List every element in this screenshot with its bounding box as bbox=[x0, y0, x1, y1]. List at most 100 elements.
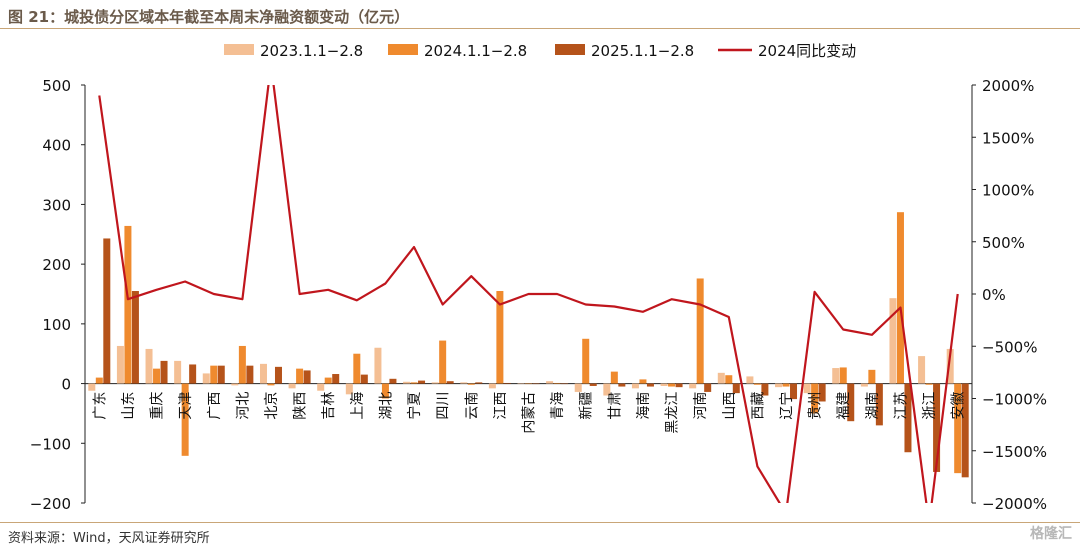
bar-2025 bbox=[790, 383, 798, 400]
bar-2023 bbox=[88, 383, 96, 391]
bar-2025 bbox=[589, 383, 597, 386]
bar-2025 bbox=[904, 383, 912, 453]
bar-2025 bbox=[503, 382, 511, 384]
bar-2025 bbox=[217, 365, 225, 384]
bar-2024 bbox=[181, 383, 189, 456]
bar-2023 bbox=[488, 383, 496, 389]
bar-2025 bbox=[961, 383, 969, 478]
yoy-series-line bbox=[98, 85, 959, 503]
chart-title: 图 21：城投债分区域本年截至本周末净融资额变动（亿元） bbox=[8, 8, 410, 26]
bar-2025 bbox=[389, 378, 397, 384]
bar-2025 bbox=[618, 383, 626, 387]
bar-2023 bbox=[946, 348, 954, 384]
category-label: 青海 bbox=[550, 392, 566, 420]
bar-2025 bbox=[732, 383, 740, 394]
bar-2023 bbox=[231, 383, 239, 386]
bar-2023 bbox=[803, 383, 811, 394]
bar-2025 bbox=[675, 383, 683, 388]
bar-2023 bbox=[317, 383, 325, 391]
y2-tick-label: 500% bbox=[982, 234, 1025, 252]
legend-label: 2024同比变动 bbox=[758, 42, 856, 60]
footer-divider bbox=[0, 522, 1080, 523]
bar-2025 bbox=[561, 383, 569, 385]
bar-2023 bbox=[374, 347, 382, 384]
bar-2024 bbox=[381, 383, 389, 399]
category-label: 江苏 bbox=[893, 392, 909, 420]
category-label: 云南 bbox=[464, 392, 480, 420]
category-label: 浙江 bbox=[922, 392, 938, 420]
category-label: 内蒙古 bbox=[522, 392, 538, 434]
bar-2023 bbox=[631, 383, 639, 389]
category-label: 陕西 bbox=[293, 392, 309, 420]
bar-2025 bbox=[246, 365, 254, 384]
bar-2023 bbox=[174, 360, 182, 384]
bar-2023 bbox=[517, 383, 525, 385]
bar-2024 bbox=[668, 383, 676, 387]
bar-2024 bbox=[410, 382, 418, 384]
source-note: 资料来源：Wind，天风证券研究所 bbox=[8, 531, 210, 546]
bar-2025 bbox=[189, 364, 197, 384]
category-label: 湖北 bbox=[378, 392, 394, 420]
bar-2024 bbox=[954, 383, 962, 474]
bar-2025 bbox=[818, 383, 826, 402]
y2-tick-label: 0% bbox=[982, 286, 1006, 304]
yoy-line bbox=[98, 85, 959, 503]
legend-label: 2024.1.1−2.8 bbox=[424, 42, 527, 60]
category-label: 海南 bbox=[636, 392, 652, 420]
legend: 2023.1.1−2.8 2024.1.1−2.8 2025.1.1−2.8 2024… bbox=[224, 42, 856, 60]
bar-2024 bbox=[896, 212, 904, 384]
category-label: 甘肃 bbox=[607, 392, 623, 420]
category-label: 四川 bbox=[436, 392, 452, 420]
bar-2024 bbox=[610, 371, 618, 384]
category-label: 上海 bbox=[350, 392, 366, 420]
y-tick-label: 100 bbox=[42, 316, 71, 334]
legend-swatch bbox=[555, 44, 585, 55]
bar-2025 bbox=[446, 381, 454, 384]
y-tick-label: 200 bbox=[42, 256, 71, 274]
bar-2025 bbox=[360, 374, 368, 384]
category-label: 西藏 bbox=[750, 392, 766, 420]
bar-2024 bbox=[753, 383, 761, 385]
bar-2024 bbox=[553, 382, 561, 384]
bar-2023 bbox=[574, 383, 582, 392]
y-tick-label: 500 bbox=[42, 77, 71, 95]
category-label: 贵州 bbox=[808, 392, 824, 420]
bar-2024 bbox=[582, 338, 590, 384]
y-tick-label: 0 bbox=[61, 376, 71, 394]
category-label: 重庆 bbox=[150, 392, 166, 420]
category-label: 广西 bbox=[207, 392, 223, 420]
bars bbox=[88, 212, 969, 478]
category-label: 河南 bbox=[693, 392, 709, 420]
category-label: 新疆 bbox=[579, 392, 595, 420]
bar-2025 bbox=[847, 383, 855, 422]
y2-tick-label: 1000% bbox=[982, 182, 1034, 200]
bar-2023 bbox=[460, 382, 468, 384]
bar-2024 bbox=[210, 365, 218, 384]
category-label: 宁夏 bbox=[406, 392, 423, 420]
bar-2023 bbox=[603, 383, 611, 396]
bar-2025 bbox=[933, 383, 941, 472]
bar-2024 bbox=[467, 383, 475, 385]
bar-2023 bbox=[860, 383, 868, 387]
category-labels: 广东 山东 重庆 天津 广西 河北 北京 陕西 吉林 上海 湖北 宁夏 四川 云南 江西 内蒙古 青海 新疆 甘肃海… bbox=[92, 392, 966, 434]
y2-tick-label: −1000% bbox=[982, 391, 1047, 409]
bar-2023 bbox=[546, 381, 554, 384]
bar-2025 bbox=[274, 366, 282, 384]
category-label: 黑龙江 bbox=[665, 392, 681, 434]
legend-swatch bbox=[224, 44, 254, 55]
bar-2023 bbox=[832, 368, 840, 384]
legend-swatch bbox=[388, 44, 418, 55]
bar-2025 bbox=[875, 383, 883, 426]
y2-tick-label: 1500% bbox=[982, 129, 1034, 147]
category-label: 江西 bbox=[493, 392, 509, 420]
bar-2023 bbox=[689, 383, 697, 389]
bar-2024 bbox=[124, 225, 132, 384]
category-label: 山东 bbox=[121, 392, 137, 420]
bar-2024 bbox=[153, 368, 161, 384]
bar-2023 bbox=[403, 381, 411, 384]
y-tick-label: −100 bbox=[30, 435, 71, 453]
category-label: 湖南 bbox=[865, 392, 881, 420]
y2-tick-label: 2000% bbox=[982, 77, 1034, 95]
category-label: 福建 bbox=[836, 392, 852, 420]
